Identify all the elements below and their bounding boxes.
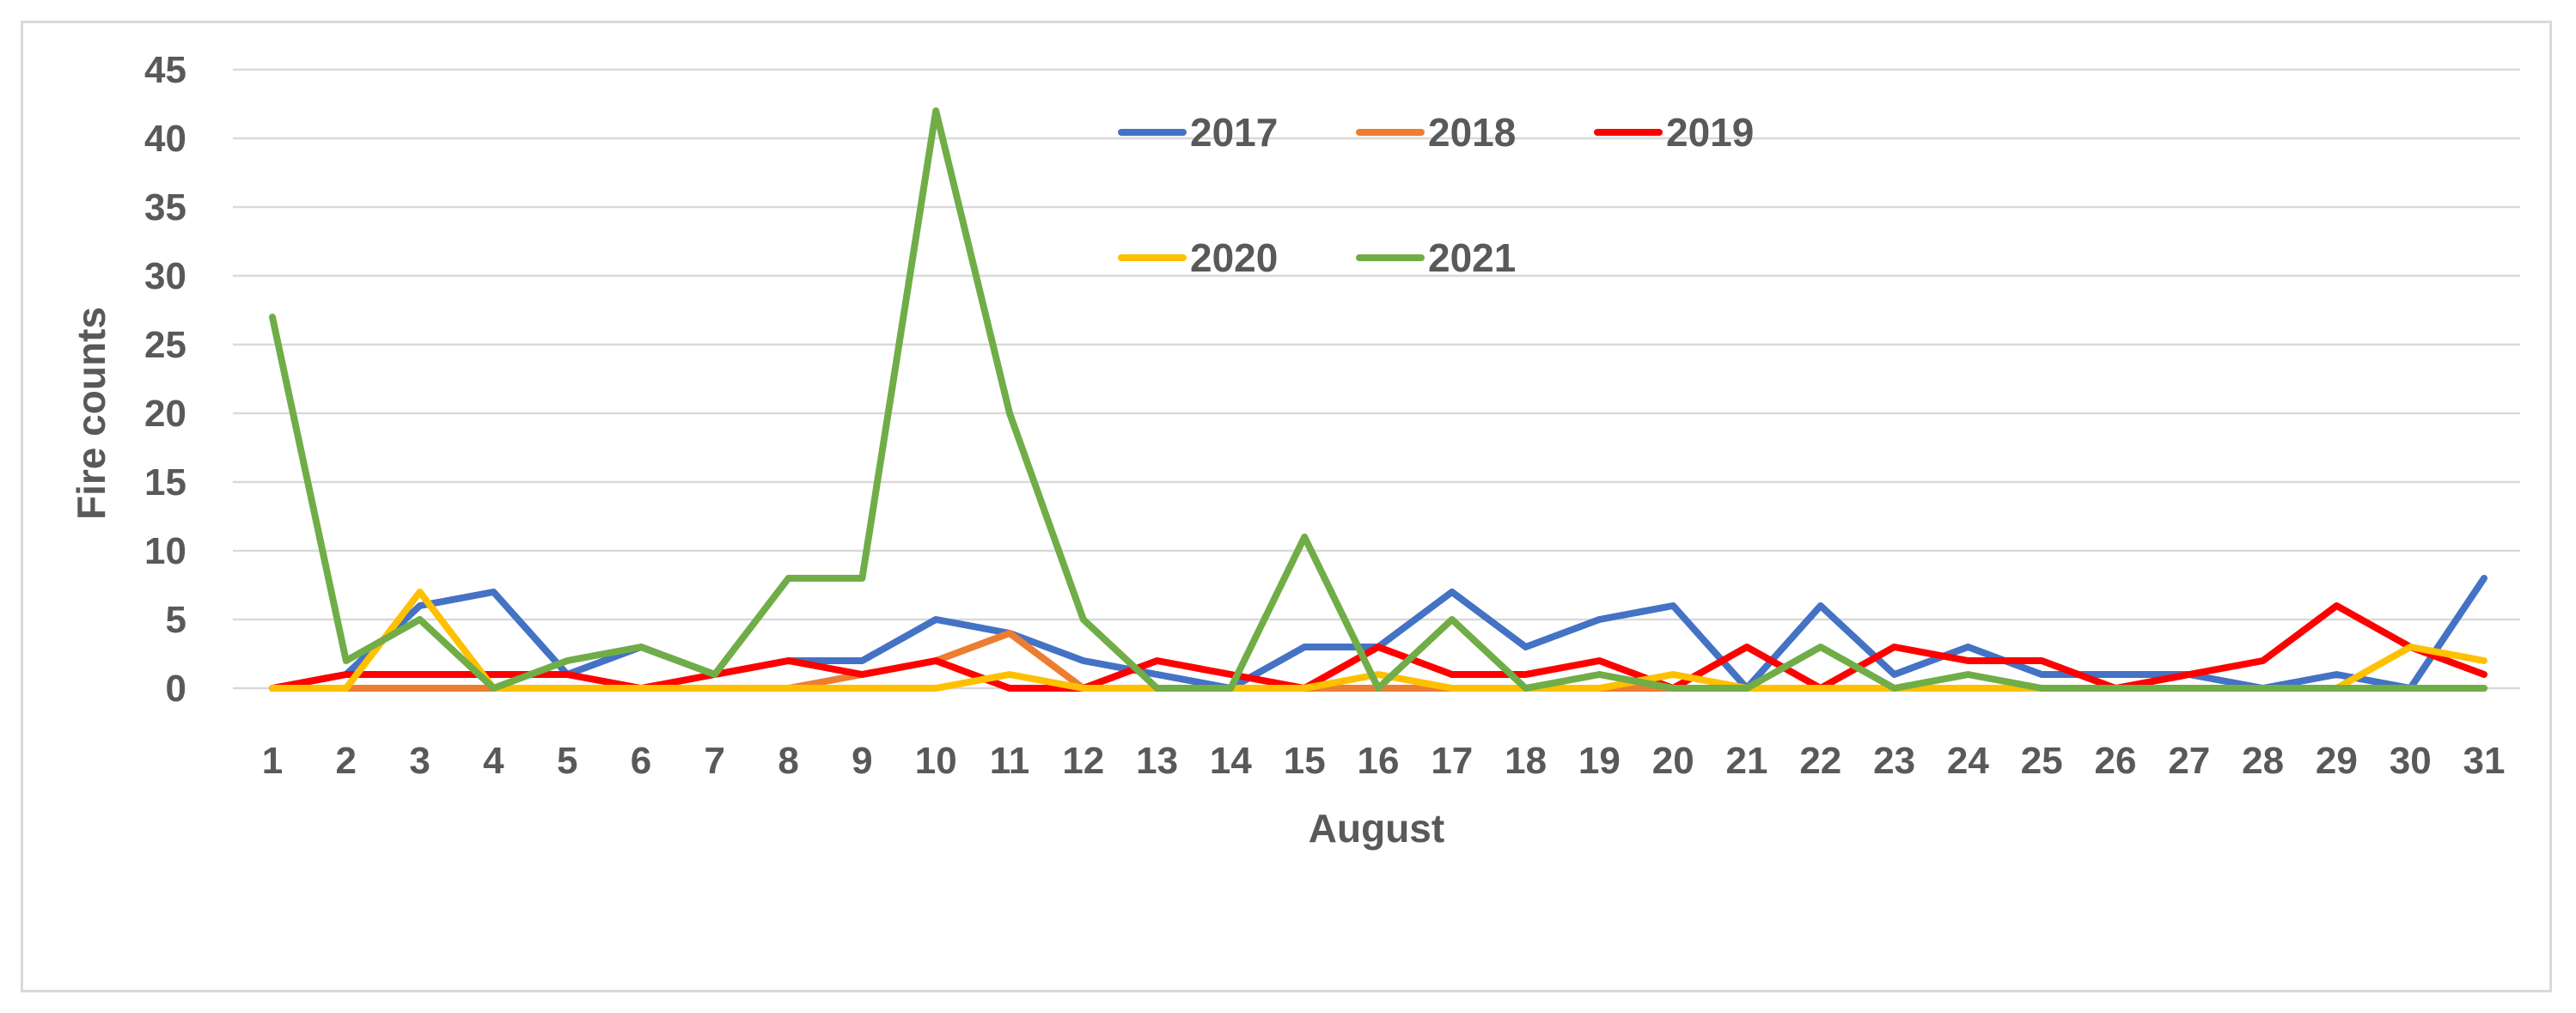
x-tick-label: 21	[1726, 740, 1768, 782]
x-tick-label: 22	[1799, 740, 1841, 782]
x-tick-label: 9	[852, 740, 872, 782]
x-axis-ticks: 1 2 3 4 5 6 7 8 9 10 11 12 13 14 15 16 17 18 19 20 21 22 23 24 2…	[262, 740, 2506, 782]
x-tick-label: 20	[1652, 740, 1694, 782]
x-tick-label: 16	[1358, 740, 1400, 782]
y-tick-label: 5	[166, 599, 186, 641]
x-tick-label: 23	[1873, 740, 1915, 782]
x-tick-label: 27	[2168, 740, 2210, 782]
x-tick-label: 17	[1431, 740, 1473, 782]
x-tick-label: 29	[2316, 740, 2358, 782]
y-tick-label: 35	[144, 186, 186, 229]
x-tick-label: 11	[990, 740, 1030, 782]
x-tick-label: 30	[2390, 740, 2432, 782]
legend-label: 2017	[1190, 110, 1278, 155]
x-tick-label: 19	[1578, 740, 1621, 782]
y-axis-ticks: 0 5 10 15 20 25 30 35 40 45	[144, 49, 186, 710]
x-tick-label: 26	[2095, 740, 2137, 782]
series-line-2021	[269, 107, 2487, 692]
x-tick-label: 18	[1505, 740, 1547, 782]
x-tick-label: 12	[1062, 740, 1104, 782]
x-tick-label: 1	[262, 740, 283, 782]
y-tick-label: 0	[166, 668, 186, 710]
x-tick-label: 24	[1947, 740, 1989, 782]
x-tick-label: 2	[336, 740, 357, 782]
legend-label: 2021	[1428, 235, 1516, 280]
x-tick-label: 10	[915, 740, 957, 782]
x-tick-label: 5	[557, 740, 577, 782]
x-tick-label: 3	[409, 740, 430, 782]
x-tick-label: 15	[1284, 740, 1326, 782]
legend-label: 2020	[1190, 235, 1278, 280]
y-tick-label: 30	[144, 255, 186, 297]
x-tick-label: 8	[778, 740, 798, 782]
y-tick-label: 45	[144, 49, 186, 91]
y-tick-label: 25	[144, 324, 186, 366]
y-tick-label: 20	[144, 393, 186, 435]
x-tick-label: 13	[1136, 740, 1178, 782]
y-tick-label: 15	[144, 461, 186, 503]
x-tick-label: 4	[483, 740, 504, 782]
series-lines	[269, 107, 2487, 692]
x-tick-label: 31	[2463, 740, 2506, 782]
x-tick-label: 7	[705, 740, 725, 782]
x-tick-label: 25	[2021, 740, 2063, 782]
legend-label: 2019	[1666, 110, 1754, 155]
y-axis-label: Fire counts	[69, 307, 113, 520]
x-tick-label: 14	[1210, 740, 1252, 782]
y-tick-label: 10	[144, 530, 186, 572]
x-tick-label: 6	[631, 740, 651, 782]
x-axis-label: August	[1309, 806, 1444, 851]
legend: 2017 2018 2019 2020 2021	[1118, 110, 1754, 280]
chart-frame: 0 5 10 15 20 25 30 35 40 45 1 2 3 4 5 6 7 8 9 10 11 12 13 14 15…	[21, 21, 2552, 992]
x-tick-label: 28	[2242, 740, 2284, 782]
y-tick-label: 40	[144, 118, 186, 160]
gridlines	[233, 68, 2520, 690]
legend-label: 2018	[1428, 110, 1516, 155]
